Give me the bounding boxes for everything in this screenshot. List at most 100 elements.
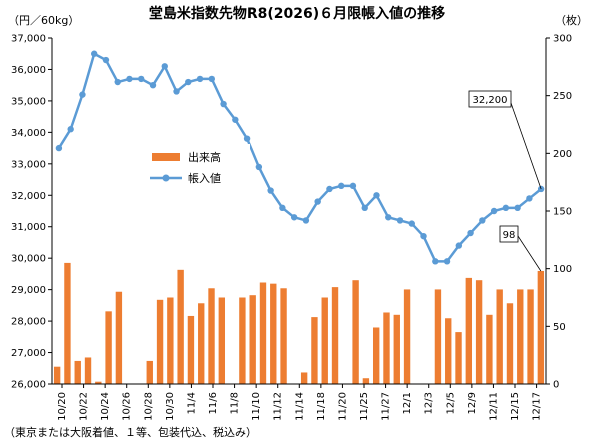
settlement-point — [290, 214, 298, 221]
settlement-point — [420, 232, 427, 240]
volume-bar — [249, 295, 256, 384]
settlement-point — [114, 78, 121, 86]
settlement-point — [432, 258, 439, 265]
x-tick-label: 11/12 — [273, 392, 284, 421]
volume-bar — [475, 280, 483, 384]
settlement-point — [102, 56, 110, 64]
right-tick-label: 0 — [553, 380, 559, 391]
volume-bar — [156, 299, 164, 384]
left-tick-label: 37,000 — [11, 34, 46, 45]
x-tick-label: 10/26 — [122, 392, 133, 421]
settlement-point — [161, 63, 168, 70]
settlement-point — [55, 144, 63, 152]
bar-series — [53, 262, 545, 384]
settlement-point — [149, 81, 157, 89]
volume-bar — [527, 289, 534, 384]
x-tick-label: 10/24 — [100, 392, 111, 421]
legend: 出来高 帳入値 — [146, 144, 250, 188]
volume-bar — [239, 297, 246, 384]
volume-bar — [198, 303, 205, 384]
right-tick-label: 200 — [553, 149, 572, 160]
settlement-point — [455, 242, 463, 249]
settlement-point — [361, 204, 368, 212]
volume-bar — [74, 360, 81, 384]
settlement-point — [185, 78, 192, 86]
legend-box — [146, 144, 250, 188]
volume-bar — [64, 262, 71, 384]
callout-line-text: 32,200 — [473, 95, 508, 106]
right-tick-label: 100 — [553, 264, 572, 275]
left-tick-label: 34,000 — [11, 128, 46, 139]
x-tick-label: 11/27 — [381, 392, 392, 421]
settlement-point — [173, 88, 180, 95]
left-tick-label: 28,000 — [11, 317, 46, 328]
settlement-point — [267, 187, 274, 194]
settlement-point — [79, 91, 86, 98]
volume-bar — [434, 289, 442, 384]
x-tick-label: 10/20 — [57, 392, 68, 421]
settlement-point — [467, 229, 474, 237]
callout-line-last: 32,200 — [468, 90, 542, 190]
settlement-point — [67, 126, 74, 133]
volume-bar — [455, 332, 462, 384]
x-tick-label: 10/28 — [143, 392, 154, 421]
x-tick-label: 11/14 — [294, 392, 305, 421]
settlement-point — [90, 50, 98, 57]
right-tick-label: 300 — [553, 34, 572, 45]
volume-bar — [383, 312, 390, 384]
right-tick-label: 50 — [553, 322, 566, 333]
settlement-point — [208, 75, 216, 83]
right-axis-unit: （枚） — [555, 13, 588, 27]
callout-bar-box — [499, 225, 519, 243]
right-tick-label: 150 — [553, 207, 572, 218]
settlement-point — [138, 75, 145, 83]
settlement-point — [514, 204, 521, 212]
x-tick-label: 11/25 — [359, 392, 370, 421]
left-tick-label: 35,000 — [11, 96, 46, 107]
settlement-point — [279, 204, 286, 212]
x-tick-label: 12/5 — [445, 392, 456, 414]
settlement-point — [255, 163, 263, 171]
settlement-point — [502, 204, 510, 212]
settlement-point — [396, 217, 404, 224]
settlement-point — [126, 75, 133, 83]
volume-bar — [537, 270, 545, 384]
volume-bar — [311, 317, 318, 384]
settlement-line — [57, 51, 542, 263]
volume-bar — [270, 283, 277, 384]
volume-bar — [84, 357, 92, 384]
left-axis-unit: （円／60kg） — [8, 14, 79, 27]
legend-line-label: 帳入値 — [188, 171, 221, 185]
settlement-point — [337, 182, 345, 190]
volume-bar — [280, 288, 287, 384]
settlement-point — [196, 75, 204, 83]
settlement-point — [349, 182, 357, 190]
volume-bar — [208, 288, 215, 384]
legend-line-marker — [162, 174, 170, 182]
left-tick-label: 33,000 — [11, 159, 46, 170]
volume-bar — [445, 318, 452, 384]
x-tick-label: 12/1 — [402, 392, 413, 414]
x-tick-label: 11/20 — [337, 392, 348, 421]
callout-line-box — [468, 90, 512, 108]
left-tick-label: 26,000 — [11, 380, 46, 391]
right-axis-ticks: 0 50 100 150 200 250 300 — [546, 34, 572, 391]
volume-bar — [95, 381, 102, 384]
left-tick-label: 30,000 — [11, 254, 46, 265]
left-tick-label: 29,000 — [11, 285, 46, 296]
footnote: （東京または大阪着値、１等、包装代込、税込み） — [4, 425, 257, 439]
volume-bar — [486, 314, 493, 384]
volume-bar — [393, 314, 400, 384]
settlement-point — [490, 207, 498, 215]
volume-bar — [362, 378, 370, 384]
volume-bar — [53, 366, 61, 384]
volume-bar — [496, 289, 503, 384]
volume-bar — [259, 282, 267, 384]
volume-bar — [115, 291, 123, 384]
settlement-point — [443, 258, 451, 265]
settlement-point — [302, 217, 310, 224]
x-tick-label: 10/30 — [165, 392, 176, 421]
right-tick-label: 250 — [553, 91, 572, 102]
